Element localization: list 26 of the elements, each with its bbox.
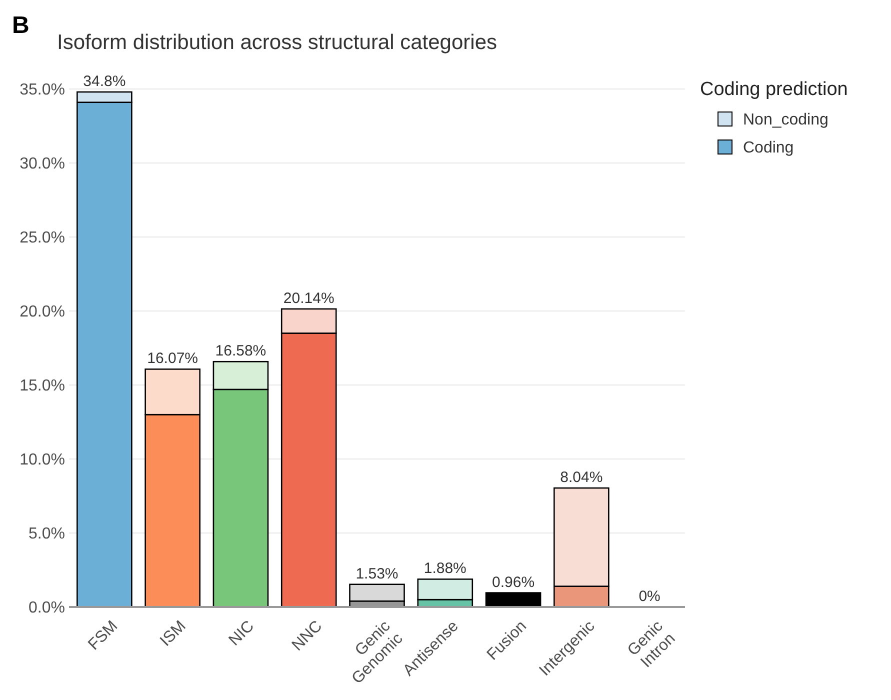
y-tick-label: 35.0%: [20, 82, 65, 99]
chart-title: Isoform distribution across structural categories: [57, 31, 498, 54]
total-label: 1.88%: [424, 560, 466, 578]
y-tick-label: 15.0%: [20, 378, 65, 395]
total-label: 1.53%: [356, 565, 398, 582]
total-label: 0%: [638, 588, 660, 605]
y-tick-label: 10.0%: [20, 452, 65, 469]
x-tick-label: ISM: [157, 618, 190, 650]
bar: [349, 584, 405, 602]
y-tick-label: 0.0%: [28, 600, 65, 617]
y-tick-label: 20.0%: [20, 304, 65, 321]
x-tick-label: NIC: [226, 618, 258, 650]
legend-label: Coding: [743, 140, 794, 157]
total-label: 16.07%: [147, 350, 198, 368]
y-tick-label: 5.0%: [28, 526, 65, 543]
total-label: 20.14%: [283, 290, 334, 307]
y-tick-label: 25.0%: [20, 230, 65, 247]
text: B: [12, 12, 30, 39]
bar: [485, 592, 542, 608]
total-label: 16.58%: [215, 342, 266, 360]
legend-label: Non_coding: [743, 112, 828, 129]
total-label: 0.96%: [492, 574, 535, 591]
total-label: 34.8%: [83, 72, 126, 90]
total-label: 8.04%: [560, 469, 603, 486]
legend-title: Coding prediction: [700, 79, 848, 100]
y-tick-label: 30.0%: [20, 156, 65, 173]
